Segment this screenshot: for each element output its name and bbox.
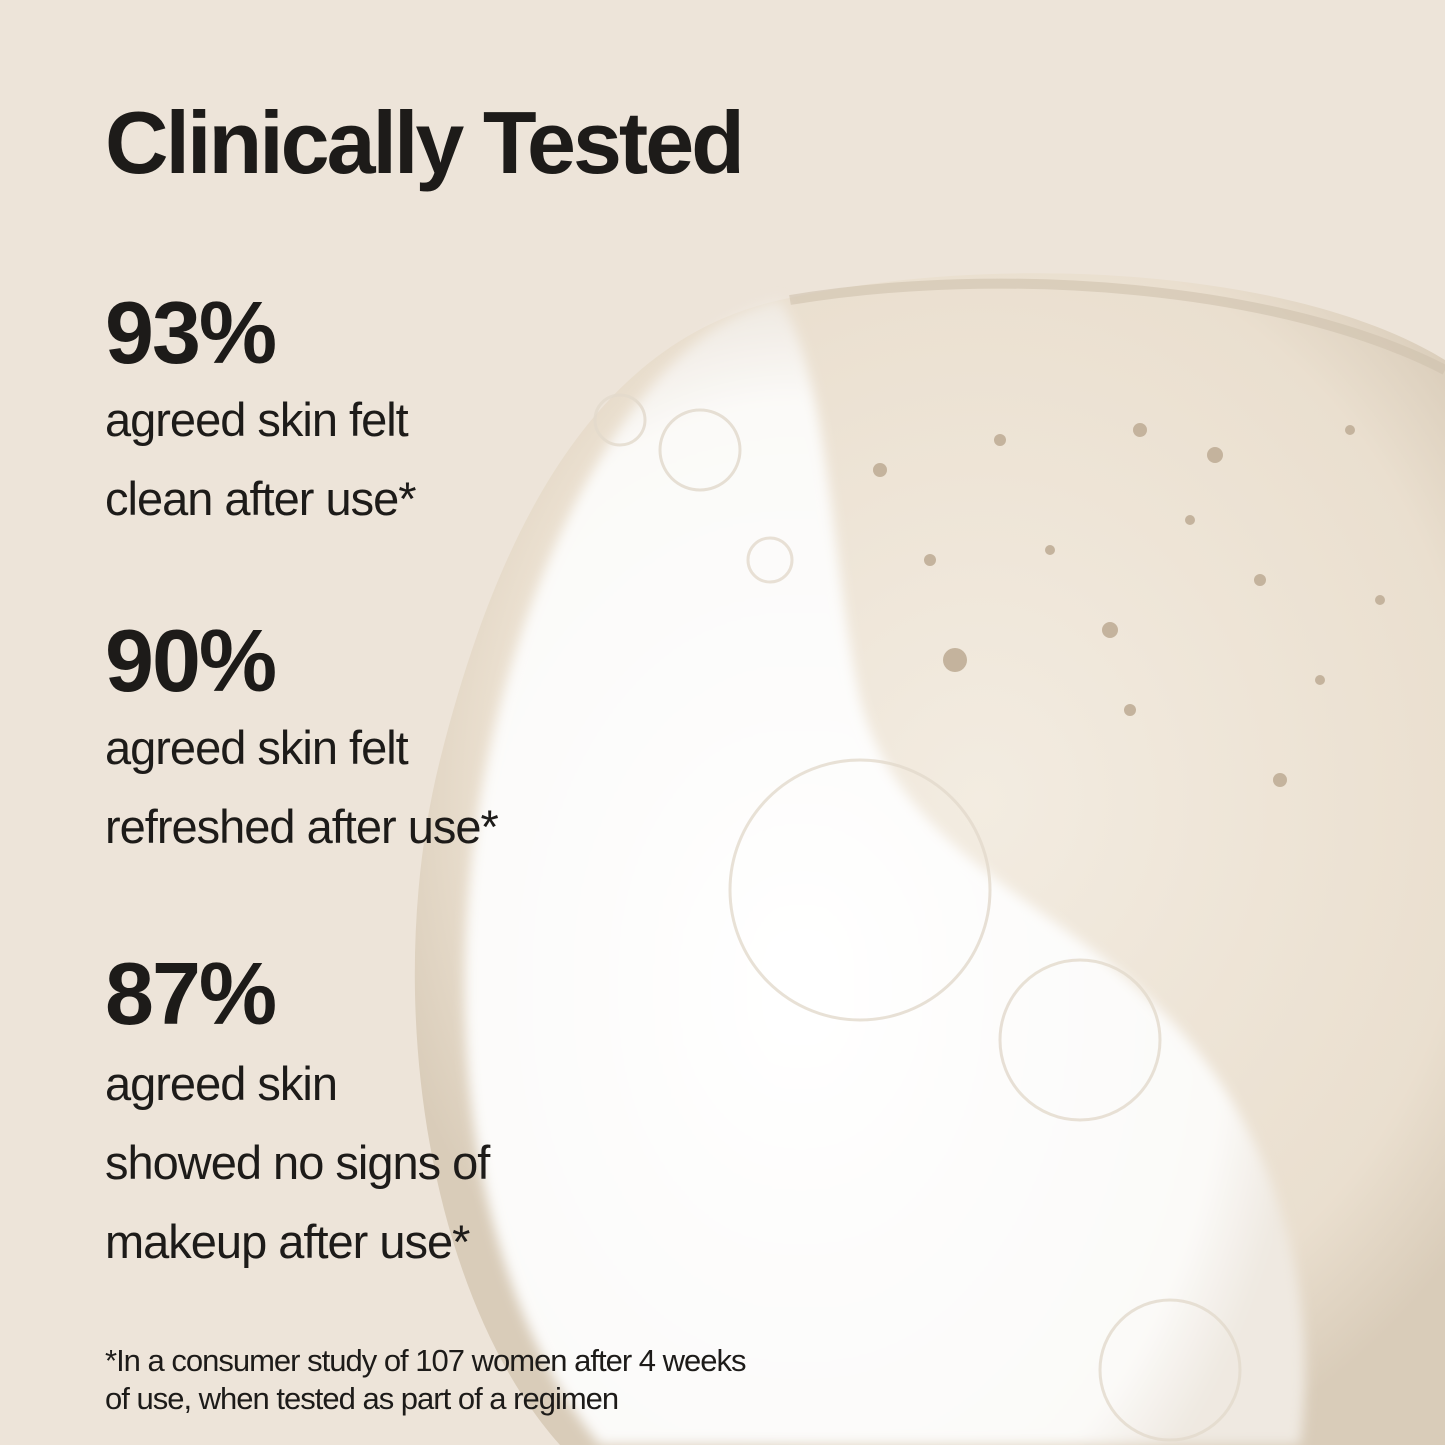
stat-value: 93%: [105, 283, 277, 382]
stat-line: clean after use*: [105, 472, 417, 525]
footnote: *In a consumer study of 107 women after …: [105, 1342, 747, 1418]
stat-line: refreshed after use*: [105, 800, 499, 853]
stat-description: agreed skin felt clean after use*: [105, 380, 417, 538]
stat-value: 87%: [105, 944, 277, 1043]
stat-line: agreed skin felt: [105, 721, 409, 774]
footnote-line: *In a consumer study of 107 women after …: [105, 1343, 747, 1378]
page-title: Clinically Tested: [105, 93, 745, 192]
stat-line: makeup after use*: [105, 1215, 470, 1268]
stat-line: showed no signs of: [105, 1136, 490, 1189]
stat-description: agreed skin showed no signs of makeup af…: [105, 1044, 490, 1281]
footnote-line: of use, when tested as part of a regimen: [105, 1381, 619, 1416]
stat-line: agreed skin: [105, 1057, 338, 1110]
stat-description: agreed skin felt refreshed after use*: [105, 708, 499, 866]
stat-value: 90%: [105, 611, 277, 710]
stat-line: agreed skin felt: [105, 393, 409, 446]
